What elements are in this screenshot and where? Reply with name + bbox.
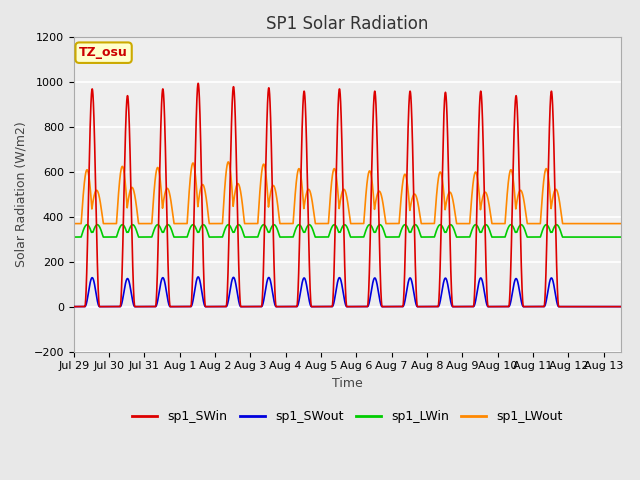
- sp1_SWout: [562, 304, 570, 310]
- sp1_LWin: [635, 234, 640, 240]
- sp1_LWin: [83, 222, 91, 228]
- sp1_LWin: [212, 234, 220, 240]
- Y-axis label: Solar Radiation (W/m2): Solar Radiation (W/m2): [15, 121, 28, 267]
- Text: TZ_osu: TZ_osu: [79, 46, 128, 59]
- Line: sp1_SWout: sp1_SWout: [74, 277, 639, 307]
- sp1_SWout: [515, 281, 522, 287]
- Line: sp1_SWin: sp1_SWin: [74, 84, 639, 307]
- sp1_LWin: [332, 222, 339, 228]
- sp1_SWout: [195, 274, 202, 280]
- sp1_SWout: [635, 304, 640, 310]
- Title: SP1 Solar Radiation: SP1 Solar Radiation: [266, 15, 429, 33]
- sp1_SWin: [161, 117, 168, 122]
- Legend: sp1_SWin, sp1_SWout, sp1_LWin, sp1_LWout: sp1_SWin, sp1_SWout, sp1_LWin, sp1_LWout: [127, 405, 568, 428]
- sp1_LWout: [70, 221, 77, 227]
- sp1_LWin: [515, 226, 522, 231]
- sp1_LWout: [161, 192, 168, 198]
- sp1_SWout: [161, 279, 168, 285]
- sp1_SWin: [562, 304, 570, 310]
- sp1_SWout: [332, 293, 339, 299]
- sp1_LWin: [161, 227, 168, 232]
- sp1_LWout: [332, 167, 339, 173]
- Line: sp1_LWout: sp1_LWout: [74, 162, 639, 224]
- sp1_SWin: [195, 81, 202, 86]
- sp1_SWout: [335, 275, 343, 281]
- sp1_SWout: [212, 304, 220, 310]
- sp1_LWout: [515, 192, 522, 198]
- sp1_LWin: [335, 229, 343, 235]
- Line: sp1_LWin: sp1_LWin: [74, 225, 639, 237]
- sp1_SWout: [70, 304, 77, 310]
- sp1_SWin: [332, 225, 339, 230]
- sp1_SWin: [212, 304, 220, 310]
- sp1_LWout: [225, 159, 232, 165]
- sp1_LWout: [562, 221, 570, 227]
- sp1_SWin: [70, 304, 77, 310]
- sp1_LWout: [212, 221, 220, 227]
- sp1_SWin: [335, 86, 343, 92]
- sp1_LWout: [335, 204, 343, 210]
- sp1_SWin: [635, 304, 640, 310]
- sp1_LWout: [635, 221, 640, 227]
- sp1_LWin: [562, 234, 570, 240]
- sp1_SWin: [515, 132, 522, 138]
- X-axis label: Time: Time: [332, 377, 363, 390]
- sp1_LWin: [70, 234, 77, 240]
